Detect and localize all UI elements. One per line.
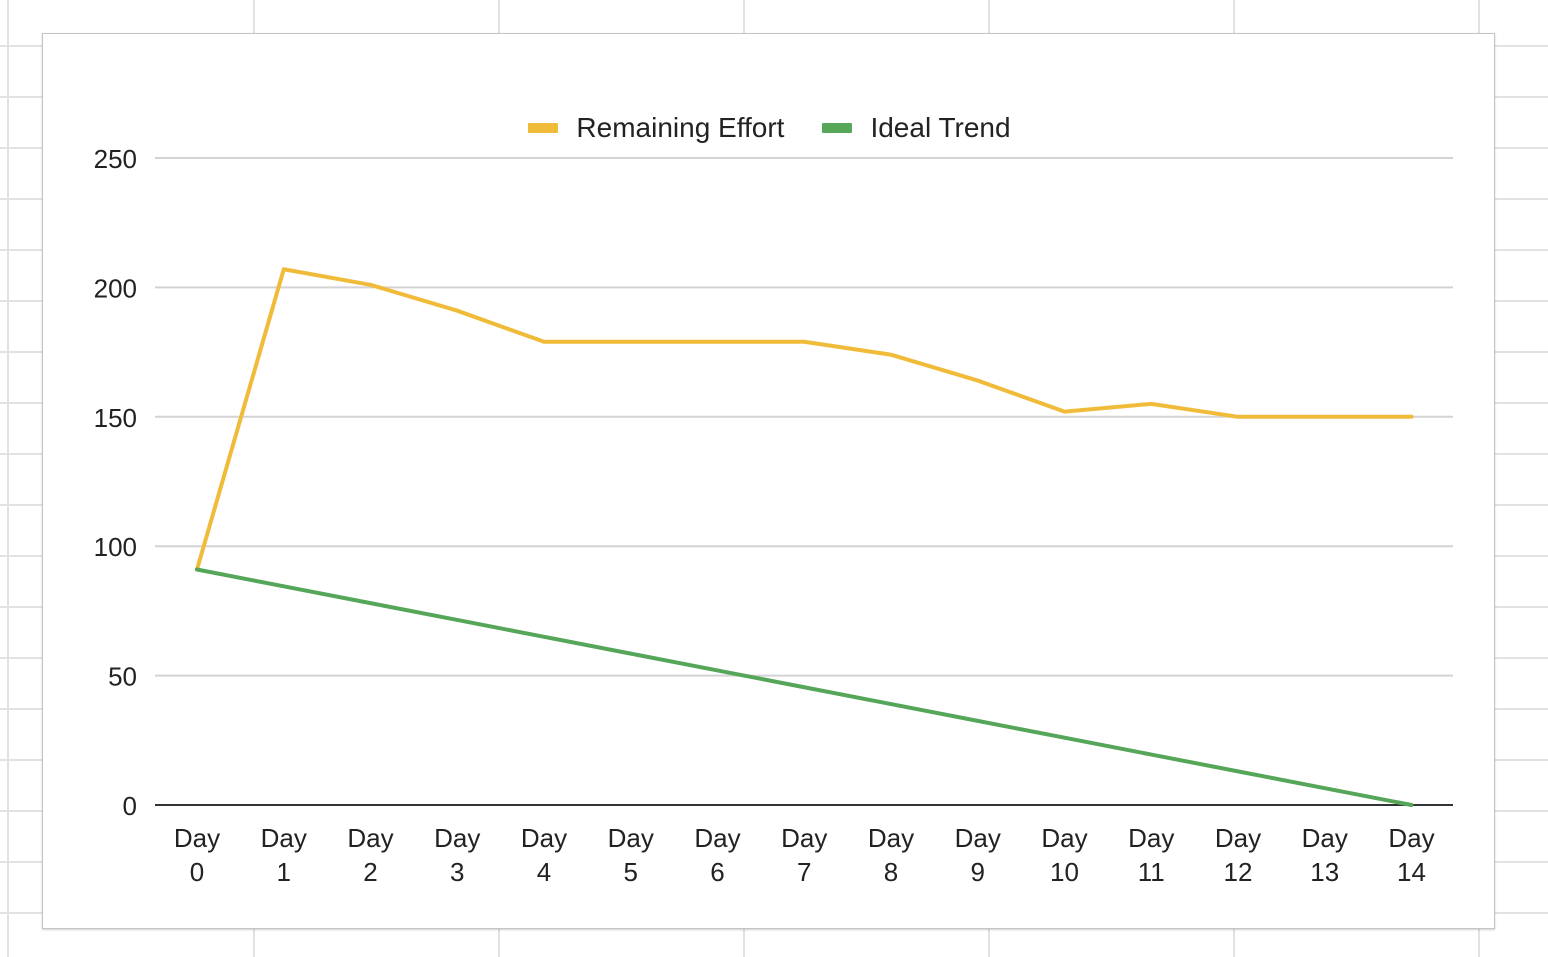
legend-item-ideal-trend[interactable]: Ideal Trend [822, 112, 1011, 144]
x-tick-label-0: Day 0 [174, 823, 220, 887]
series-line-remaining-effort [195, 267, 1414, 572]
x-tick-label-13: Day 13 [1302, 823, 1348, 887]
series-line-ideal-trend [195, 567, 1414, 807]
chart-card[interactable]: 0 50 100 150 200 250 Day 0 Day 1 Day 2 Day 3 Day 4 Day 5 D… [42, 33, 1495, 929]
x-tick-label-2: Day 2 [347, 823, 393, 887]
x-tick-label-12: Day 12 [1215, 823, 1261, 887]
x-tick-label-5: Day 5 [608, 823, 654, 887]
y-tick-label-150: 150 [94, 403, 137, 433]
legend-swatch-remaining-effort [528, 123, 559, 133]
y-tick-label-50: 50 [108, 662, 137, 692]
y-tick-label-100: 100 [94, 532, 137, 562]
y-tick-label-250: 250 [94, 144, 137, 174]
line-chart: 0 50 100 150 200 250 Day 0 Day 1 Day 2 Day 3 Day 4 Day 5 D… [94, 144, 1453, 887]
legend-item-remaining-effort[interactable]: Remaining Effort [528, 112, 784, 144]
x-tick-label-7: Day 7 [781, 823, 827, 887]
legend-swatch-ideal-trend [822, 123, 853, 133]
x-tick-label-9: Day 9 [955, 823, 1001, 887]
x-tick-label-1: Day 1 [261, 823, 307, 887]
y-tick-label-0: 0 [123, 791, 137, 821]
x-tick-label-11: Day 11 [1128, 823, 1174, 887]
x-tick-label-3: Day 3 [434, 823, 480, 887]
legend-label-remaining-effort: Remaining Effort [576, 112, 785, 143]
x-tick-label-4: Day 4 [521, 823, 567, 887]
x-tick-label-8: Day 8 [868, 823, 914, 887]
x-tick-label-14: Day 14 [1388, 823, 1434, 887]
y-tick-label-200: 200 [94, 273, 137, 303]
chart-legend: Remaining Effort Ideal Trend [43, 112, 1496, 144]
legend-label-ideal-trend: Ideal Trend [870, 112, 1011, 143]
x-tick-label-6: Day 6 [694, 823, 740, 887]
x-tick-label-10: Day 10 [1041, 823, 1087, 887]
